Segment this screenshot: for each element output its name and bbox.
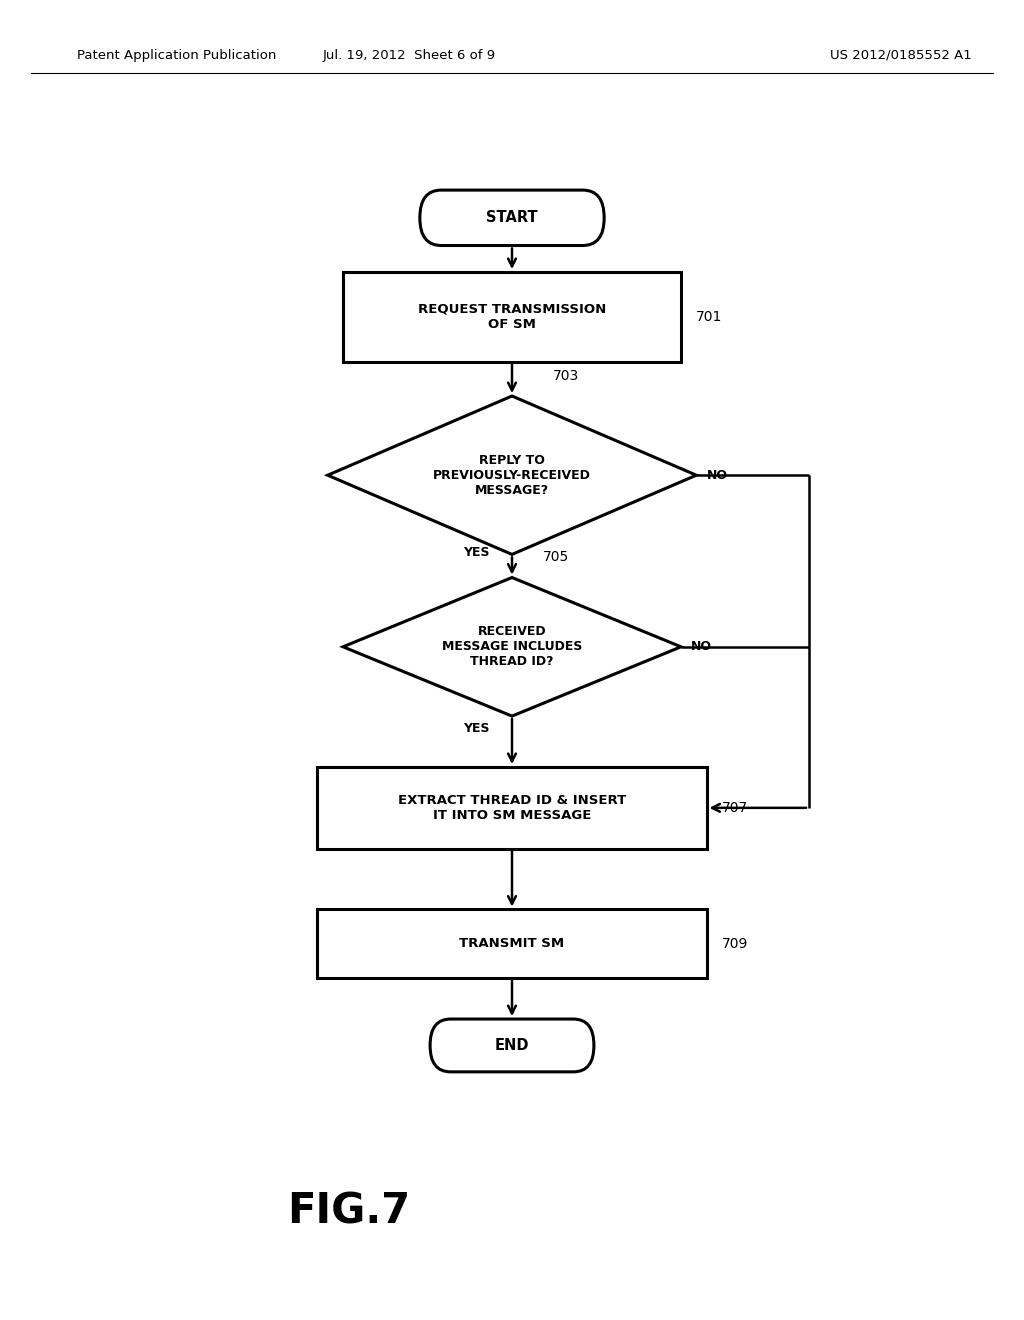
Bar	[343, 272, 681, 362]
Text: 705: 705	[543, 550, 569, 565]
Text: FIG.7: FIG.7	[287, 1191, 410, 1233]
Text: NO: NO	[691, 640, 713, 653]
Text: 707: 707	[722, 801, 749, 814]
Text: Jul. 19, 2012  Sheet 6 of 9: Jul. 19, 2012 Sheet 6 of 9	[323, 49, 497, 62]
Text: EXTRACT THREAD ID & INSERT
IT INTO SM MESSAGE: EXTRACT THREAD ID & INSERT IT INTO SM ME…	[398, 793, 626, 822]
Polygon shape	[343, 578, 681, 715]
Text: 703: 703	[553, 368, 580, 383]
Bar	[317, 909, 707, 978]
Text: Patent Application Publication: Patent Application Publication	[77, 49, 276, 62]
Text: RECEIVED
MESSAGE INCLUDES
THREAD ID?: RECEIVED MESSAGE INCLUDES THREAD ID?	[441, 626, 583, 668]
Text: REQUEST TRANSMISSION
OF SM: REQUEST TRANSMISSION OF SM	[418, 302, 606, 331]
Text: 709: 709	[722, 937, 749, 950]
Bar	[317, 767, 707, 849]
Text: REPLY TO
PREVIOUSLY-RECEIVED
MESSAGE?: REPLY TO PREVIOUSLY-RECEIVED MESSAGE?	[433, 454, 591, 496]
FancyBboxPatch shape	[420, 190, 604, 246]
Text: US 2012/0185552 A1: US 2012/0185552 A1	[830, 49, 972, 62]
FancyBboxPatch shape	[430, 1019, 594, 1072]
Text: 701: 701	[696, 310, 723, 323]
Text: START: START	[486, 210, 538, 226]
Text: YES: YES	[463, 546, 489, 560]
Text: YES: YES	[463, 722, 489, 735]
Text: END: END	[495, 1038, 529, 1053]
Polygon shape	[328, 396, 696, 554]
Text: NO: NO	[707, 469, 728, 482]
Text: TRANSMIT SM: TRANSMIT SM	[460, 937, 564, 950]
